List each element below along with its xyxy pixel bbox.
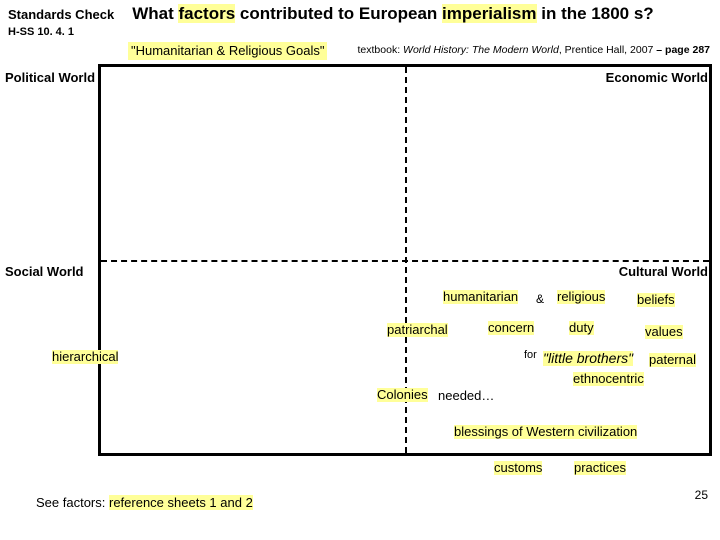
tb-label: textbook: [358,44,404,56]
tb-title: World History: The Modern World [403,44,559,56]
label-political-world: Political World [5,70,95,85]
q-pre: What [132,4,178,23]
label-cultural-world: Cultural World [619,264,708,279]
term-paternal: paternal [649,353,696,367]
q-factors: factors [178,4,235,23]
see-factors: See factors: reference sheets 1 and 2 [36,495,253,510]
term-beliefs: beliefs [637,293,675,307]
standard-code: H-SS 10. 4. 1 [0,26,720,38]
term-values: values [645,325,683,339]
see-factors-link[interactable]: reference sheets 1 and 2 [109,495,253,510]
term-customs: customs [494,461,542,475]
term-needed: needed… [438,389,494,403]
term-colonies: Colonies [377,388,428,402]
term-duty: duty [569,321,594,335]
tb-tail: , Prentice Hall, 2007 [559,44,656,56]
term-practices: practices [574,461,626,475]
term-ethnocentric: ethnocentric [573,372,644,386]
horizontal-divider [101,260,709,262]
page-number: 25 [695,488,708,502]
tb-page: – page 287 [656,44,710,56]
term-humanitarian: humanitarian [443,290,518,304]
q-mid: contributed to European [235,4,442,23]
term-blessings: blessings of Western civilization [454,425,637,439]
q-imperialism: imperialism [442,4,537,23]
term-religious: religious [557,290,605,304]
term-for: for [524,349,537,361]
standards-check-label: Standards Check [8,7,114,22]
term-concern: concern [488,321,534,335]
textbook-citation: textbook: World History: The Modern Worl… [358,44,711,56]
term-little-brothers: "little brothers" [543,351,633,366]
term-ampersand: & [536,293,544,306]
term-hierarchical: hierarchical [52,350,118,364]
humanitarian-callout: "Humanitarian & Religious Goals" [128,42,327,60]
label-economic-world: Economic World [606,70,708,85]
see-factors-pre: See factors: [36,495,109,510]
label-social-world: Social World [5,264,84,279]
term-patriarchal: patriarchal [387,323,448,337]
main-question: What factors contributed to European imp… [132,4,653,24]
q-post: in the 1800 s? [537,4,654,23]
